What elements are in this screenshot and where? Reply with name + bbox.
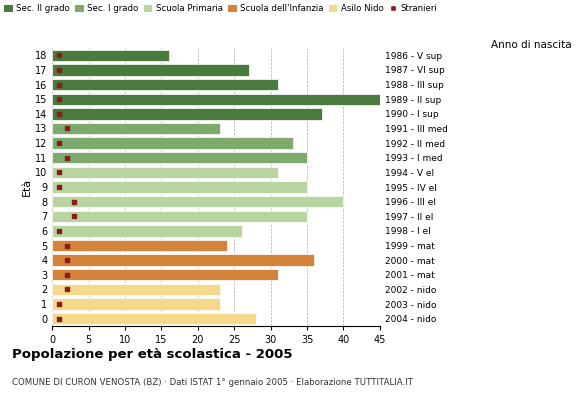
Bar (52, 108, 322, 120)
Bar (52, 313, 256, 324)
Bar (52, 298, 220, 310)
Bar (52, 225, 241, 237)
Text: COMUNE DI CURON VENOSTA (BZ) · Dati ISTAT 1° gennaio 2005 · Elaborazione TUTTITA: COMUNE DI CURON VENOSTA (BZ) · Dati ISTA… (12, 378, 412, 387)
Bar (52, 181, 307, 193)
Bar (52, 240, 227, 251)
Text: Anno di nascita: Anno di nascita (491, 40, 571, 50)
Bar (52, 123, 220, 134)
Bar (52, 167, 278, 178)
Legend: Sec. II grado, Sec. I grado, Scuola Primaria, Scuola dell'Infanzia, Asilo Nido, : Sec. II grado, Sec. I grado, Scuola Prim… (4, 4, 437, 13)
Bar (52, 196, 343, 207)
Bar (52, 64, 249, 76)
Text: Popolazione per età scolastica - 2005: Popolazione per età scolastica - 2005 (12, 348, 292, 361)
Bar (52, 210, 307, 222)
Y-axis label: Età: Età (22, 178, 32, 196)
Bar (52, 254, 314, 266)
Bar (52, 50, 169, 61)
Bar (52, 94, 380, 105)
Bar (52, 284, 220, 295)
Bar (52, 269, 278, 280)
Bar (52, 152, 307, 164)
Bar (52, 137, 292, 149)
Bar (52, 79, 278, 90)
